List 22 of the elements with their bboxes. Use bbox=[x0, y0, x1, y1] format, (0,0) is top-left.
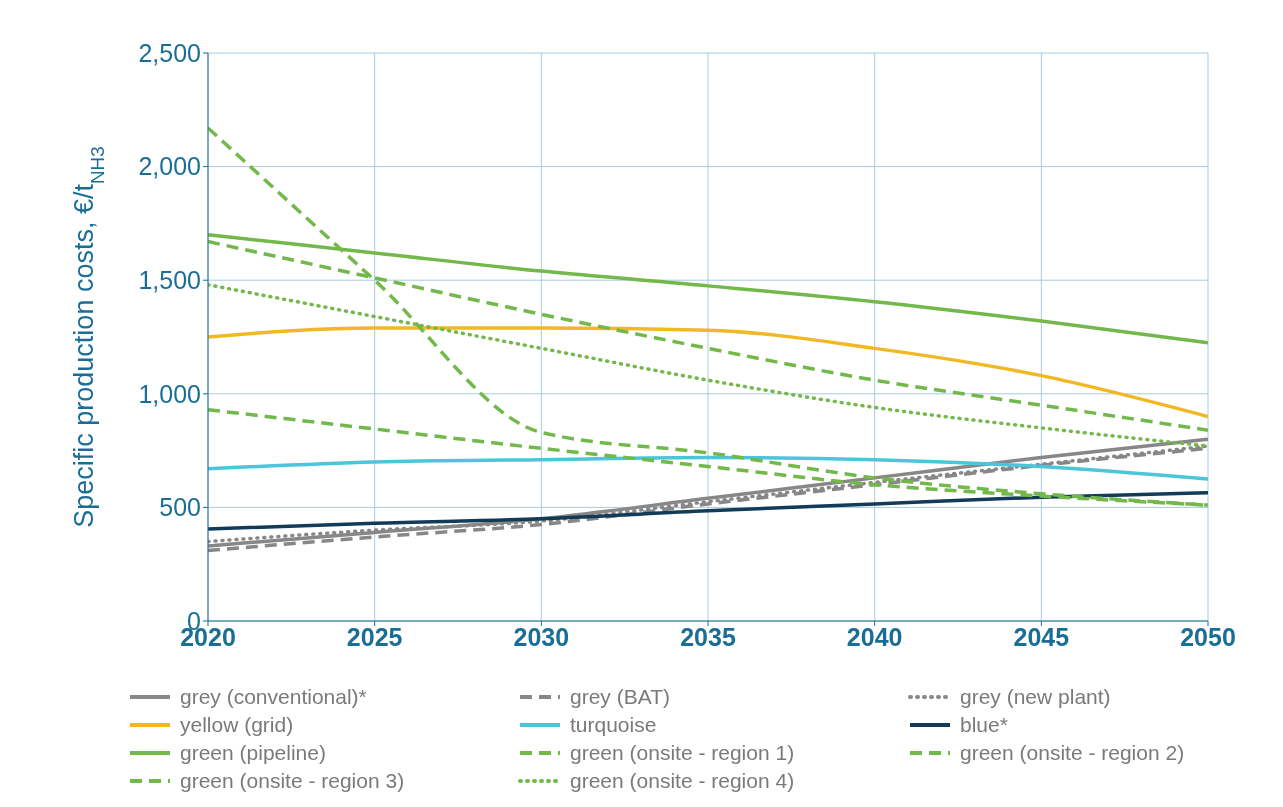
x-tick-label: 2040 bbox=[846, 622, 903, 651]
legend-label: green (onsite - region 1) bbox=[570, 741, 795, 765]
x-tick-label: 2050 bbox=[1180, 622, 1236, 651]
legend-label: green (onsite - region 3) bbox=[180, 769, 405, 793]
y-tick-label: 1,500 bbox=[138, 266, 201, 295]
legend-label: green (onsite - region 4) bbox=[570, 769, 795, 793]
legend-label: grey (BAT) bbox=[570, 685, 670, 709]
legend-label: blue* bbox=[960, 713, 1008, 737]
legend-label: grey (conventional)* bbox=[180, 685, 367, 709]
y-tick-label: 1,000 bbox=[138, 379, 201, 408]
x-tick-label: 2030 bbox=[513, 622, 570, 651]
legend-label: green (pipeline) bbox=[180, 741, 326, 765]
x-tick-label: 2025 bbox=[346, 622, 403, 651]
legend-label: green (onsite - region 2) bbox=[960, 741, 1185, 765]
y-tick-label: 2,500 bbox=[138, 38, 201, 67]
y-tick-label: 500 bbox=[159, 493, 201, 522]
legend-label: yellow (grid) bbox=[180, 713, 294, 737]
y-tick-label: 2,000 bbox=[138, 152, 201, 181]
legend-label: turquoise bbox=[570, 713, 657, 737]
legend-label: grey (new plant) bbox=[960, 685, 1111, 709]
x-tick-label: 2035 bbox=[680, 622, 736, 651]
x-tick-label: 2045 bbox=[1013, 622, 1070, 651]
